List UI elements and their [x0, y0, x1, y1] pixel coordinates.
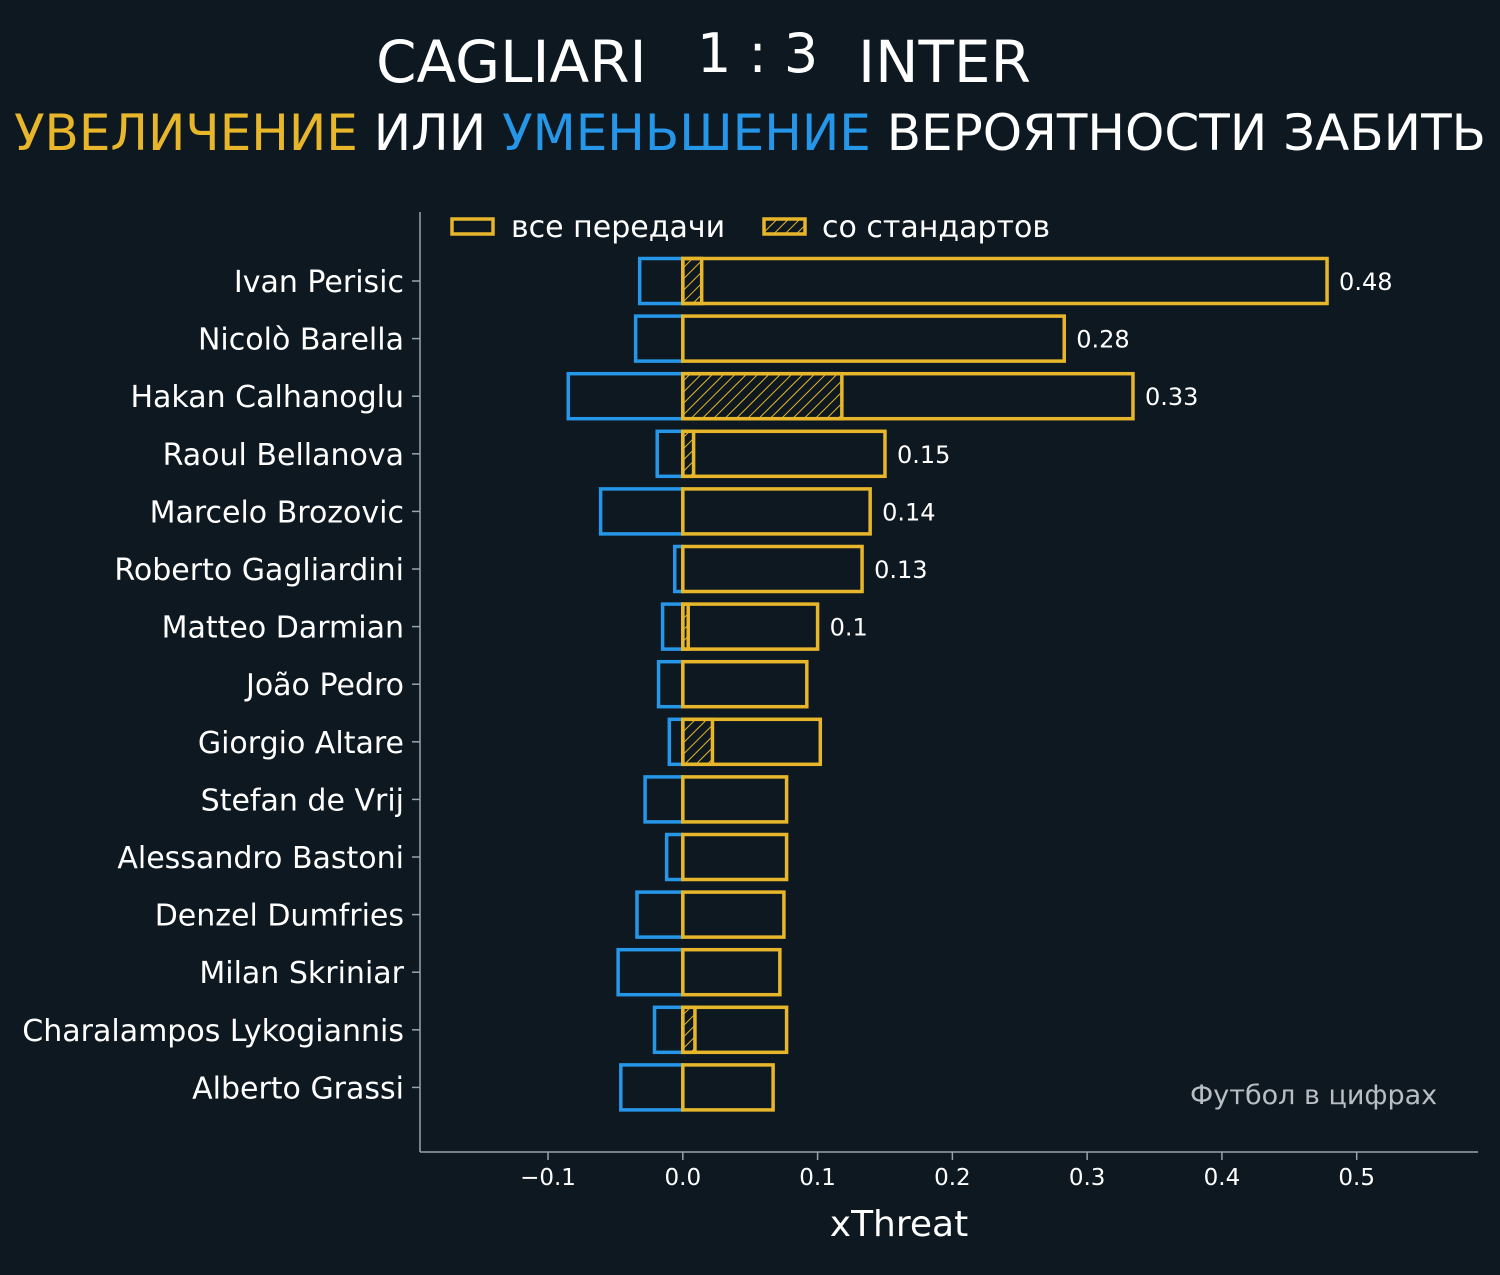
- player-label: Stefan de Vrij: [201, 783, 404, 818]
- increase-bar: [681, 429, 887, 479]
- legend: все передачи со стандартов: [450, 210, 1050, 245]
- increase-bar: [681, 775, 789, 824]
- player-label: Ivan Perisic: [234, 265, 404, 300]
- legend-label-all-passes: все передачи: [511, 210, 725, 245]
- decrease-bar: [616, 947, 685, 997]
- player-label: Alessandro Bastoni: [117, 841, 404, 876]
- x-tick-label: 0.2: [934, 1165, 971, 1191]
- decrease-bar: [664, 832, 685, 882]
- x-tick-label: 0.0: [665, 1165, 702, 1191]
- player-label: João Pedro: [244, 668, 404, 703]
- subtitle-or: ИЛИ: [357, 104, 503, 162]
- chart-subtitle: УВЕЛИЧЕНИЕ ИЛИ УМЕНЬШЕНИЕ ВЕРОЯТНОСТИ ЗА…: [0, 104, 1500, 162]
- increase-bar: [681, 544, 864, 594]
- decrease-bar: [655, 429, 685, 479]
- player-label: Marcelo Brozovic: [150, 495, 404, 530]
- player-label: Roberto Gagliardini: [114, 553, 404, 588]
- bars: 0.48 0.28 0.33 0.15 0.14 0.13 0.1: [566, 256, 1392, 1112]
- set-piece-bar: [681, 717, 715, 767]
- decrease-bar: [652, 1005, 685, 1055]
- decrease-bar: [633, 314, 685, 363]
- x-tick-label: −0.1: [520, 1165, 576, 1191]
- match-score: 1 : 3: [697, 22, 819, 85]
- player-label: Giorgio Altare: [198, 726, 404, 761]
- watermark: Футбол в цифрах: [1190, 1080, 1438, 1111]
- legend-swatch-set-pieces: [762, 217, 807, 236]
- decrease-bar: [660, 602, 685, 651]
- home-team: CAGLIARI: [376, 28, 647, 96]
- player-label: Milan Skriniar: [199, 956, 404, 991]
- increase-bar: [681, 487, 872, 536]
- decrease-bar: [619, 1063, 685, 1112]
- increase-bar: [681, 256, 1329, 306]
- decrease-bar: [656, 659, 685, 709]
- increase-bar: [681, 947, 782, 997]
- increase-bar: [681, 1063, 775, 1112]
- title-row: CAGLIARI 1 : 3 INTER: [0, 22, 1500, 100]
- value-label: 0.1: [830, 614, 868, 642]
- decrease-bar: [635, 890, 685, 939]
- subtitle-decrease: УМЕНЬШЕНИЕ: [502, 104, 871, 162]
- decrease-bar: [667, 717, 685, 767]
- increase-bar: [681, 659, 809, 709]
- increase-bar: [681, 890, 786, 939]
- x-tick-label: 0.1: [799, 1165, 836, 1191]
- subtitle-increase: УВЕЛИЧЕНИЕ: [14, 104, 358, 162]
- increase-bar: [681, 314, 1066, 363]
- player-label: Alberto Grassi: [192, 1071, 404, 1106]
- player-label: Hakan Calhanoglu: [130, 380, 404, 415]
- x-tick-label: 0.4: [1204, 1165, 1241, 1191]
- subtitle-rest: ВЕРОЯТНОСТИ ЗАБИТЬ: [870, 104, 1486, 162]
- set-piece-bar: [681, 256, 704, 306]
- increase-bar: [681, 371, 1135, 421]
- increase-bar: [681, 1005, 789, 1055]
- x-tick-label: 0.3: [1069, 1165, 1106, 1191]
- value-label: 0.33: [1145, 383, 1198, 411]
- increase-bar: [681, 717, 823, 767]
- value-label: 0.28: [1076, 326, 1129, 354]
- axes: −0.1 0.0 0.1 0.2 0.3 0.4 0.5 xThreat Ivan Perisi…: [22, 212, 1478, 1245]
- player-label: Raoul Bellanova: [163, 438, 404, 473]
- decrease-bar: [643, 775, 685, 824]
- decrease-bar: [566, 371, 685, 421]
- player-label: Denzel Dumfries: [155, 899, 404, 934]
- value-label: 0.13: [874, 556, 927, 584]
- set-piece-bar: [681, 371, 844, 421]
- x-tick-label: 0.5: [1338, 1165, 1375, 1191]
- player-label: Nicolò Barella: [198, 323, 404, 358]
- value-label: 0.48: [1339, 268, 1392, 296]
- player-label: Charalampos Lykogiannis: [22, 1014, 404, 1049]
- increase-bar: [681, 602, 820, 651]
- player-label: Matteo Darmian: [162, 611, 404, 646]
- set-piece-bar: [681, 1005, 697, 1055]
- decrease-bar: [598, 487, 685, 536]
- increase-bar: [681, 832, 789, 882]
- value-label: 0.14: [882, 498, 935, 526]
- legend-label-set-pieces: со стандартов: [822, 210, 1050, 245]
- value-label: 0.15: [897, 441, 950, 469]
- legend-swatch-all-passes: [450, 217, 495, 236]
- x-axis-label: xThreat: [830, 1204, 968, 1245]
- away-team: INTER: [858, 28, 1031, 96]
- decrease-bar: [637, 256, 685, 306]
